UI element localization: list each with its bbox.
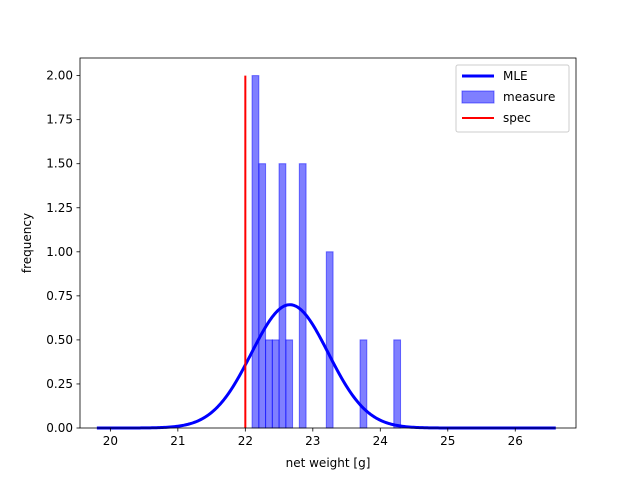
- legend-spec-label: spec: [503, 111, 531, 125]
- y-tick-label: 1.50: [46, 157, 73, 171]
- measure-bar: [271, 339, 280, 429]
- x-tick-label: 21: [170, 434, 185, 448]
- x-axis-ticks: 20 21 22 23 24 25 26: [103, 428, 523, 448]
- x-tick-label: 23: [305, 434, 320, 448]
- x-tick-label: 25: [440, 434, 455, 448]
- y-tick-label: 1.25: [46, 201, 73, 215]
- x-tick-label: 26: [508, 434, 523, 448]
- legend-measure-swatch: [461, 90, 495, 104]
- y-tick-label: 0.25: [46, 377, 73, 391]
- measure-bar: [265, 339, 273, 429]
- measure-bar: [251, 75, 260, 429]
- plot-frame: [79, 57, 577, 429]
- y-tick-label: 0.50: [46, 333, 73, 347]
- legend: MLE measure spec: [455, 64, 570, 133]
- legend-box: [455, 64, 570, 133]
- y-axis-label: frequency: [20, 213, 34, 273]
- x-axis-label: net weight [g]: [286, 456, 371, 470]
- y-axis-ticks: 0.00 0.25 0.50 0.75 1.00 1.25 1.50 1.75 2.00: [46, 69, 80, 435]
- legend-mle-label: MLE: [503, 69, 528, 83]
- y-tick-label: 0.75: [46, 289, 73, 303]
- y-tick-label: 0.00: [46, 421, 73, 435]
- measure-bar: [285, 339, 294, 429]
- y-tick-label: 2.00: [46, 69, 73, 83]
- measure-bar: [393, 339, 402, 429]
- y-tick-label: 1.75: [46, 113, 73, 127]
- x-tick-label: 20: [103, 434, 118, 448]
- measure-bar: [258, 163, 267, 429]
- x-tick-label: 24: [373, 434, 388, 448]
- legend-measure-label: measure: [503, 90, 555, 104]
- measure-bar: [359, 339, 368, 429]
- measure-bar: [278, 163, 287, 429]
- measure-bar: [325, 251, 334, 429]
- x-tick-label: 22: [238, 434, 253, 448]
- y-tick-label: 1.00: [46, 245, 73, 259]
- measure-bar: [298, 163, 307, 429]
